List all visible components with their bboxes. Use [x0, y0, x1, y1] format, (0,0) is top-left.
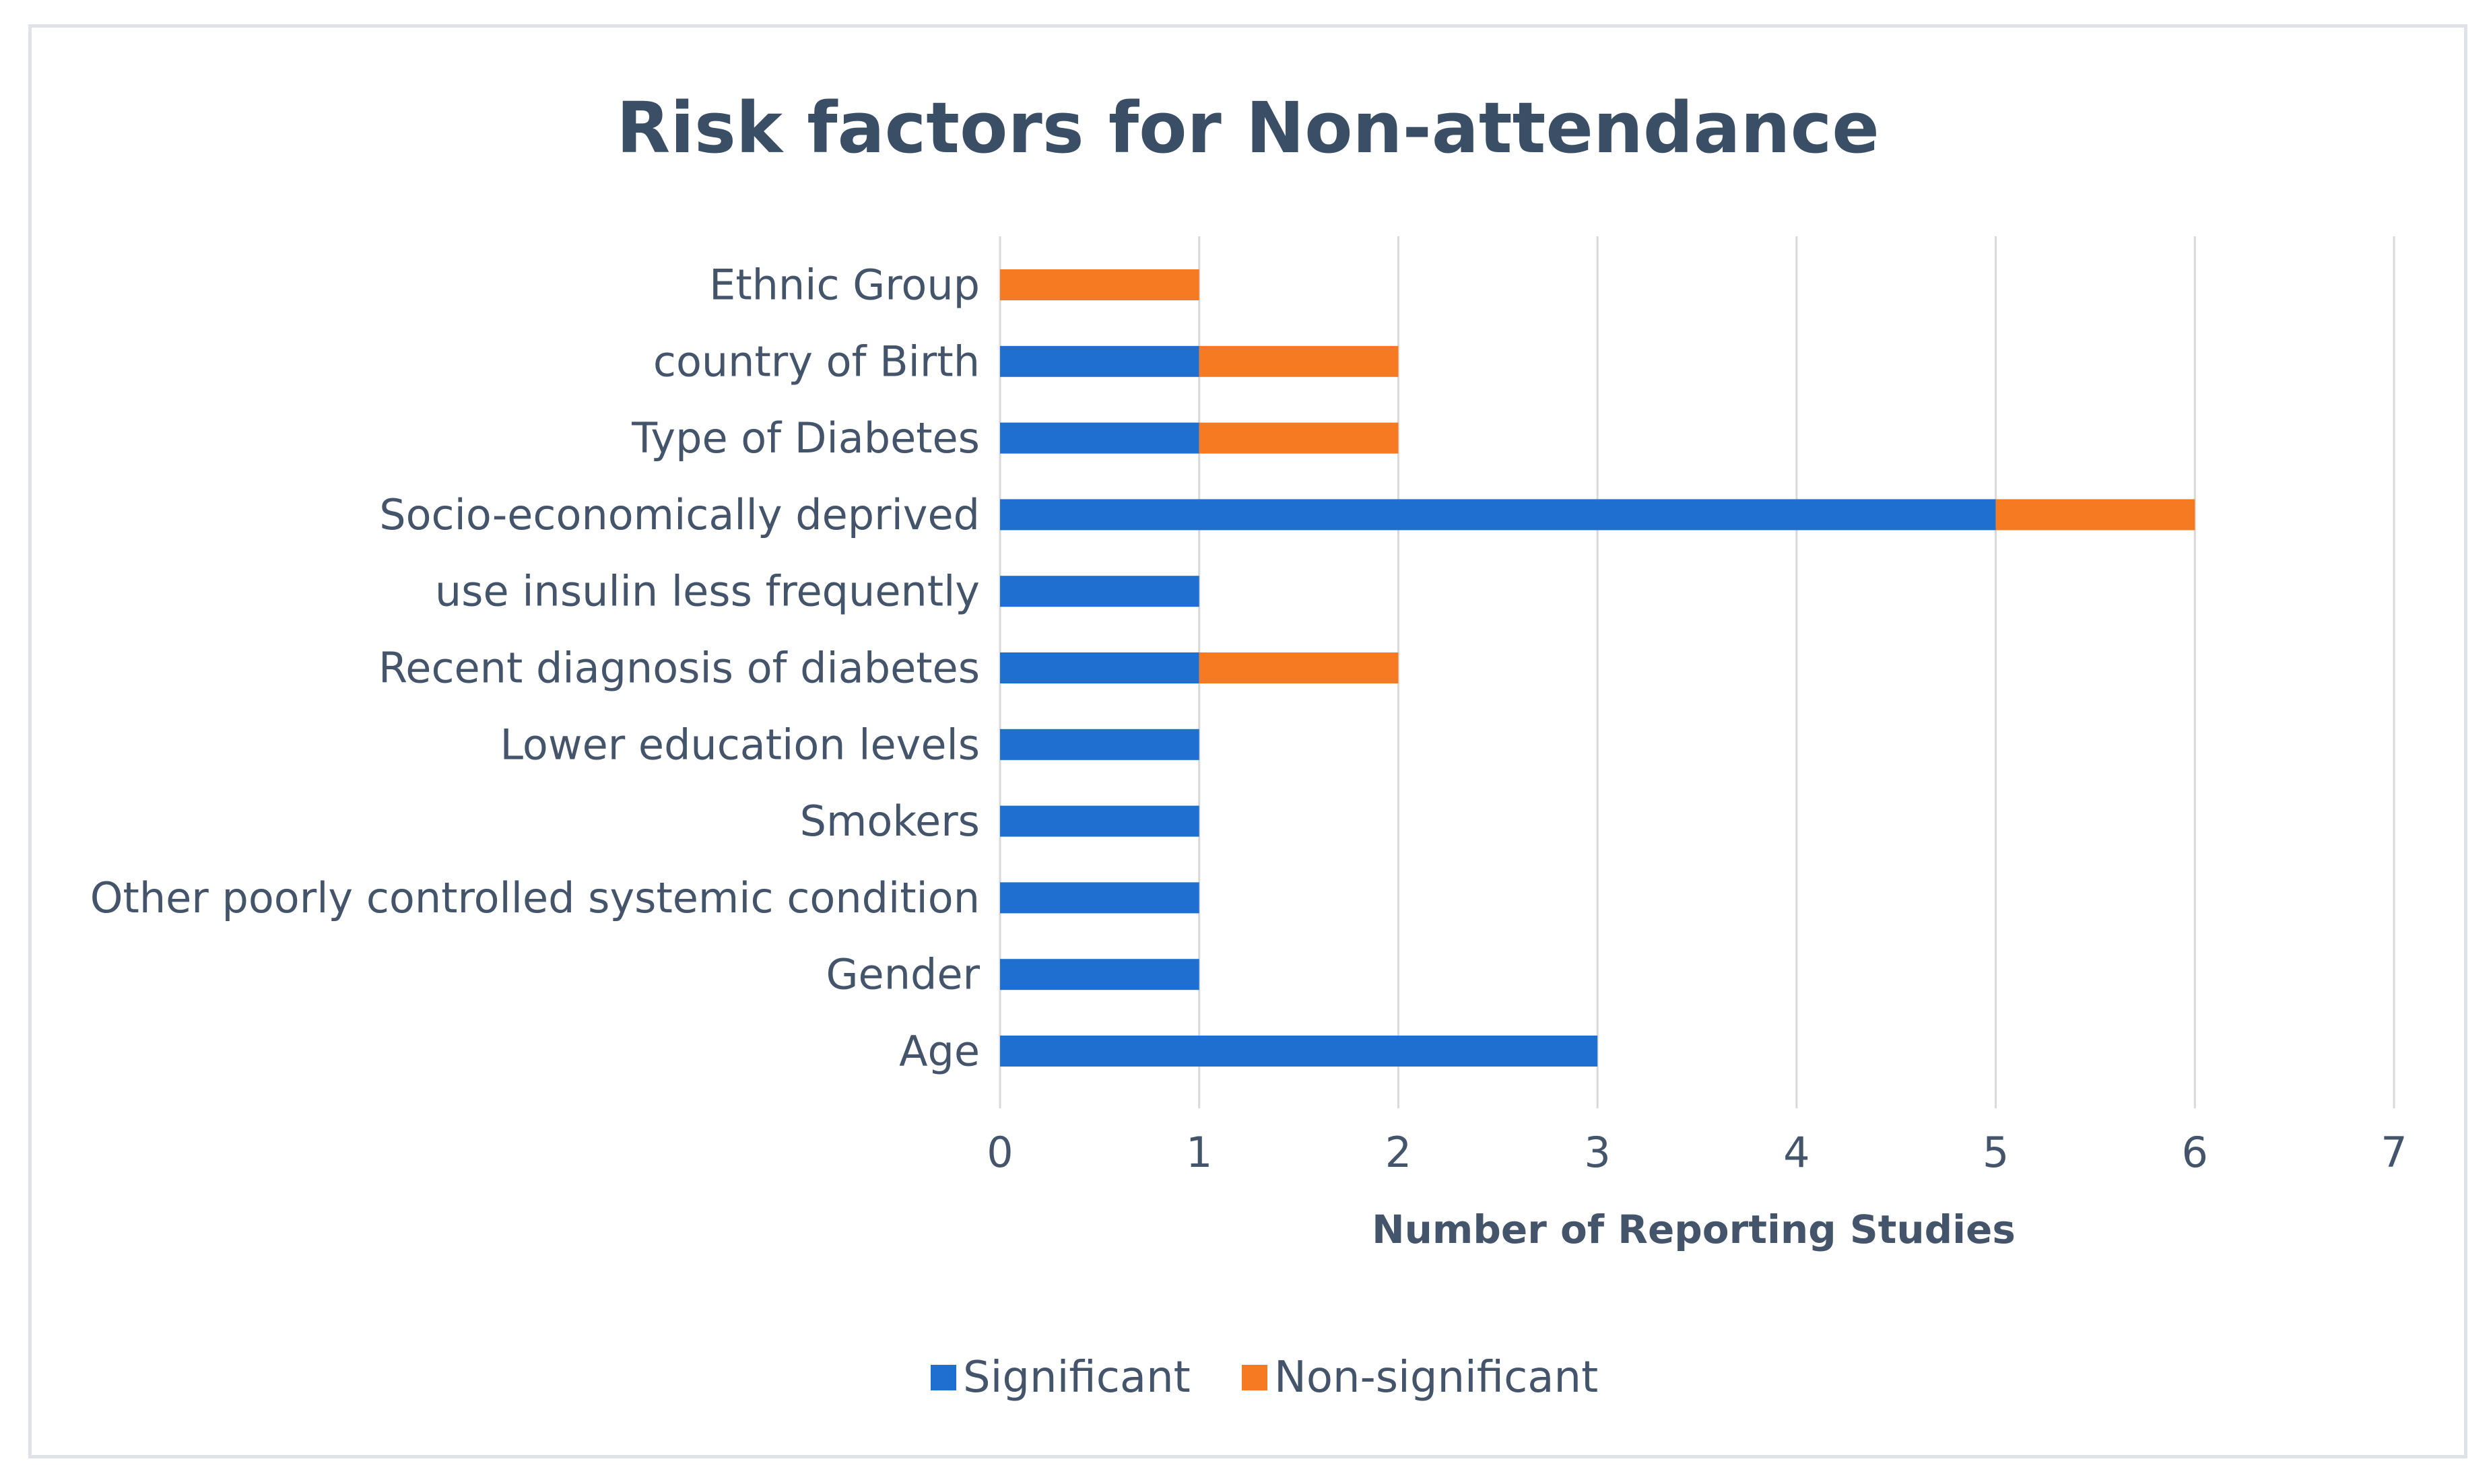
- category-label-smokers: Smokers: [800, 797, 980, 846]
- chart-svg: Risk factors for Non-attendance Ethnic G…: [90, 87, 2407, 1403]
- bar-non-significant-ethnic-group: [1000, 269, 1199, 300]
- bar-significant-age: [1000, 1036, 1598, 1067]
- category-labels: Ethnic Group country of Birth Type of Diab…: [90, 261, 981, 1076]
- legend: Significant Non-significant: [931, 1353, 1598, 1403]
- x-tick-label-7: 7: [2381, 1128, 2407, 1177]
- category-label-lower-education-levels: Lower education levels: [500, 720, 980, 769]
- category-label-use-insulin-less-frequently: use insulin less frequently: [435, 567, 980, 616]
- bar-significant-smokers: [1000, 805, 1199, 837]
- bar-significant-type-of-diabetes: [1000, 422, 1199, 454]
- category-label-age: Age: [899, 1027, 980, 1076]
- chart-frame: Risk factors for Non-attendance Ethnic G…: [28, 24, 2467, 1458]
- category-label-country-of-birth: country of Birth: [653, 337, 980, 386]
- bar-significant-use-insulin-less-frequently: [1000, 576, 1199, 607]
- bar-non-significant-type-of-diabetes: [1199, 422, 1399, 454]
- bar-significant-socio-economically-deprived: [1000, 499, 1996, 531]
- x-tick-label-3: 3: [1584, 1128, 1610, 1177]
- category-label-gender: Gender: [826, 950, 981, 999]
- legend-swatch-non-significant: [1242, 1365, 1267, 1390]
- bars: [1000, 269, 2195, 1067]
- bar-significant-other-poorly-controlled-systemic-condition: [1000, 882, 1199, 914]
- bar-significant-country-of-birth: [1000, 345, 1199, 377]
- category-label-ethnic-group: Ethnic Group: [709, 261, 980, 310]
- legend-label-significant: Significant: [963, 1353, 1191, 1403]
- bar-non-significant-country-of-birth: [1199, 345, 1399, 377]
- x-tick-labels: 0 1 2 3 4 5 6 7: [987, 1128, 2407, 1177]
- bar-non-significant-socio-economically-deprived: [1995, 499, 2195, 531]
- x-tick-label-6: 6: [2182, 1128, 2208, 1177]
- legend-label-non-significant: Non-significant: [1274, 1353, 1598, 1403]
- category-label-other-poorly-controlled-systemic-condition: Other poorly controlled systemic conditi…: [90, 873, 980, 922]
- x-axis-title: Number of Reporting Studies: [1372, 1207, 2016, 1252]
- x-tick-label-1: 1: [1186, 1128, 1212, 1177]
- x-tick-label-4: 4: [1783, 1128, 1809, 1177]
- x-tick-label-0: 0: [987, 1128, 1013, 1177]
- category-label-socio-economically-deprived: Socio-economically deprived: [379, 490, 980, 539]
- bar-significant-gender: [1000, 959, 1199, 990]
- category-label-type-of-diabetes: Type of Diabetes: [631, 413, 980, 463]
- bar-significant-recent-diagnosis-of-diabetes: [1000, 652, 1199, 683]
- x-tick-label-2: 2: [1385, 1128, 1411, 1177]
- x-tick-label-5: 5: [1983, 1128, 2009, 1177]
- bar-non-significant-recent-diagnosis-of-diabetes: [1199, 652, 1399, 683]
- legend-swatch-significant: [931, 1365, 956, 1390]
- category-label-recent-diagnosis-of-diabetes: Recent diagnosis of diabetes: [378, 644, 980, 693]
- chart-title: Risk factors for Non-attendance: [616, 87, 1880, 169]
- gridlines: [999, 236, 2395, 1108]
- bar-significant-lower-education-levels: [1000, 729, 1199, 760]
